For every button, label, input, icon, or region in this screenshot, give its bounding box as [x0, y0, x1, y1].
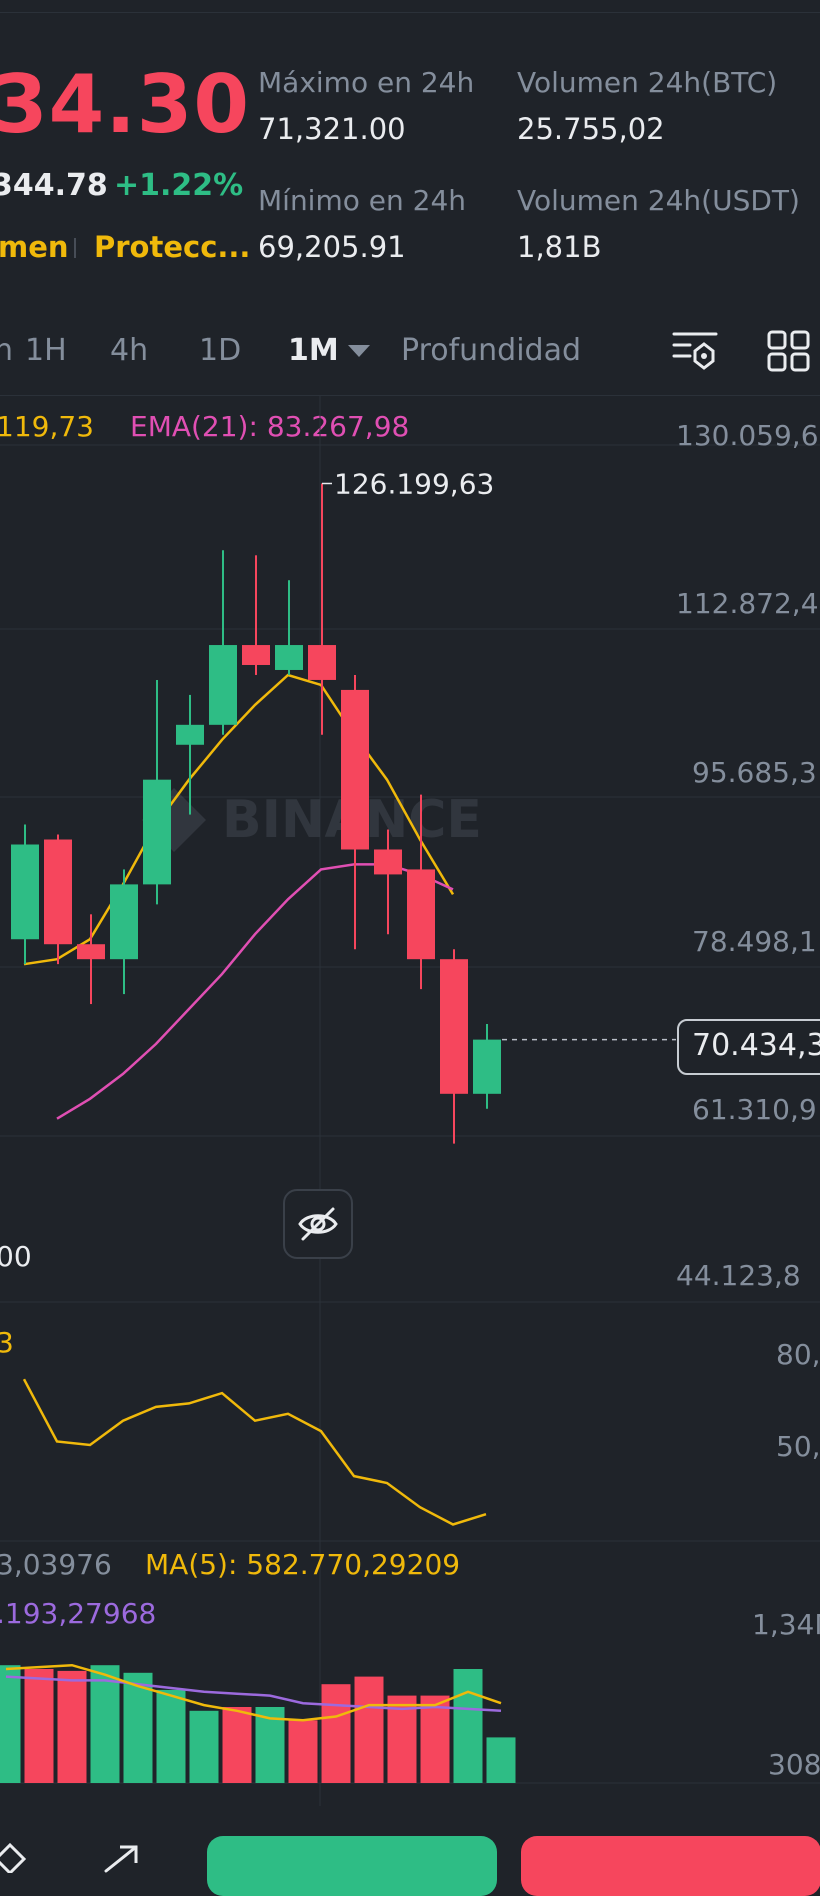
candle-body: [473, 1039, 501, 1094]
high-24h-label: Máximo en 24h: [258, 66, 475, 99]
volume-bar: [156, 1689, 186, 1783]
volume-ma5-line: [5, 1663, 502, 1722]
candle-body: [110, 884, 138, 960]
candle-body: [44, 839, 72, 945]
volume-bar: [57, 1670, 87, 1783]
candle-body: [275, 645, 303, 670]
candle-body: [77, 944, 105, 960]
binance-watermark: BINANCE: [142, 788, 482, 852]
tab-interval-partial[interactable]: n: [0, 333, 14, 368]
candle-body: [440, 959, 468, 1094]
volume-bar: [288, 1720, 318, 1783]
tag-1[interactable]: men: [0, 230, 69, 264]
candle-body: [341, 689, 369, 850]
price-axis-label: 44.123,8: [676, 1259, 801, 1292]
equivalent-price: 344.78: [0, 168, 108, 203]
price-axis-label: 78.498,1: [692, 925, 817, 958]
candle-body: [308, 645, 336, 680]
oscillator-line: [22, 1378, 487, 1526]
volume-usdt-label: Volumen 24h(USDT): [517, 184, 800, 217]
volume-label-2: .193,27968: [0, 1597, 157, 1630]
last-price: 34.30: [0, 58, 251, 151]
tag-separator: [74, 238, 76, 258]
high-marker-label: 126.199,63: [334, 467, 494, 500]
tab-4h[interactable]: 4h: [110, 333, 149, 368]
price-axis-label: 130.059,6: [676, 419, 819, 452]
high-24h-value: 71,321.00: [258, 112, 406, 146]
drawing-tool-icon[interactable]: [0, 1842, 30, 1877]
volume-bar: [0, 1665, 21, 1783]
top-divider: [0, 12, 820, 13]
tab-1d[interactable]: 1D: [199, 333, 242, 368]
candle-body: [11, 844, 39, 940]
candle-body: [176, 724, 204, 745]
price-axis-label: 112.872,4: [676, 587, 819, 620]
volume-usdt-value: 1,81B: [517, 230, 602, 264]
chevron-down-icon[interactable]: [348, 345, 370, 357]
last-price-marker-box: [677, 1019, 820, 1075]
volume-bar: [354, 1676, 384, 1783]
buy-button[interactable]: [207, 1836, 497, 1896]
price-axis-label: 95.685,3: [692, 756, 817, 789]
volume-bar: [486, 1737, 516, 1783]
ema-label: EMA(21): 83.267,98: [130, 410, 410, 443]
last-price-marker: 70.434,3: [692, 1028, 820, 1063]
left-value-label: 00: [0, 1240, 32, 1273]
volume-bar: [90, 1665, 120, 1783]
volume-axis-label: 1,34M: [752, 1608, 820, 1641]
tab-depth[interactable]: Profundidad: [401, 333, 582, 368]
oscillator-axis-label: 50,: [776, 1430, 820, 1463]
volume-bar: [222, 1707, 252, 1783]
oscillator-axis-label: 80,: [776, 1338, 820, 1371]
volume-ma5-label: MA(5): 582.770,29209: [145, 1548, 461, 1581]
expand-icon[interactable]: [100, 1843, 148, 1877]
volume-bar: [321, 1684, 351, 1783]
candle-body: [143, 779, 171, 885]
volume-axis-label: 308: [768, 1748, 820, 1781]
osc-label: 3: [0, 1326, 14, 1359]
candle-body: [209, 645, 237, 725]
volume-bar: [123, 1672, 153, 1783]
volume-bar: [420, 1695, 450, 1783]
ma-line: [23, 673, 455, 966]
price-axis-label: 61.310,9: [692, 1093, 817, 1126]
grid-layout-icon[interactable]: [767, 330, 811, 376]
low-24h-label: Mínimo en 24h: [258, 184, 467, 217]
ma-label: 119,73: [0, 410, 94, 443]
low-24h-value: 69,205.91: [258, 230, 406, 264]
change-percent: +1.22%: [114, 168, 244, 203]
volume-btc-label: Volumen 24h(BTC): [517, 66, 778, 99]
tab-1m[interactable]: 1M: [288, 333, 339, 368]
volume-label-1: 3,03976: [0, 1548, 112, 1581]
hide-eye-icon[interactable]: [283, 1189, 353, 1259]
volume-bar: [189, 1710, 219, 1783]
volume-btc-value: 25.755,02: [517, 112, 665, 146]
candle-body: [407, 869, 435, 960]
candle-body: [374, 849, 402, 875]
volume-bar: [453, 1669, 483, 1783]
chart-settings-icon[interactable]: [672, 330, 718, 374]
volume-ma10-line: [5, 1675, 502, 1713]
tabs-divider: [0, 395, 820, 396]
volume-bar: [24, 1669, 54, 1783]
tag-protection[interactable]: Protecc...: [94, 230, 251, 264]
candle-body: [242, 645, 270, 665]
sell-button[interactable]: [521, 1836, 820, 1896]
volume-bar: [387, 1695, 417, 1783]
tab-1h[interactable]: 1H: [25, 333, 67, 368]
